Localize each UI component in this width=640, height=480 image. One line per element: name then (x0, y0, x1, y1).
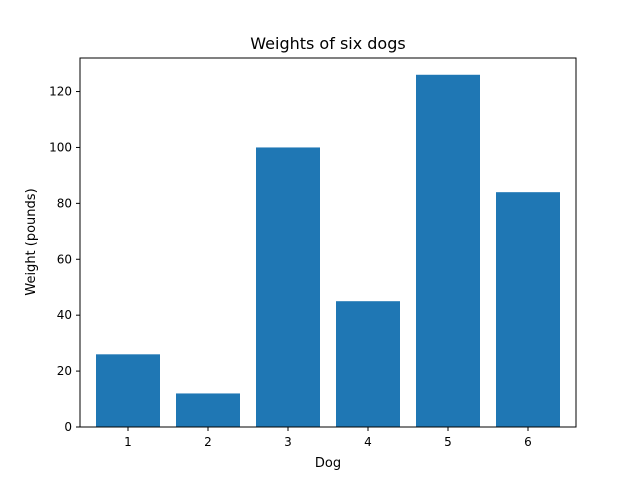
plot-frame (79, 57, 577, 428)
y-tick-label: 120 (49, 85, 72, 99)
bar-dog-1 (96, 354, 160, 427)
y-axis-ticks: 0 20 40 60 80 100 120 (49, 85, 80, 434)
y-tick-label: 100 (49, 140, 72, 154)
y-tick-label: 0 (64, 420, 72, 434)
y-tick-label: 80 (57, 196, 72, 210)
bar-dog-6 (496, 192, 560, 427)
x-axis-label: Dog (315, 456, 341, 471)
x-tick-label: 2 (204, 435, 212, 449)
bar-group (96, 74, 560, 428)
bar-dog-2 (176, 393, 240, 427)
x-axis-ticks: 1 2 3 4 5 6 (124, 427, 532, 449)
y-tick-label: 60 (57, 252, 72, 266)
x-tick-label: 1 (124, 435, 132, 449)
x-tick-label: 6 (524, 435, 532, 449)
x-tick-label: 5 (444, 435, 452, 449)
bar-dog-5 (416, 74, 480, 428)
bar-dog-3 (256, 147, 320, 427)
y-tick-label: 40 (57, 308, 72, 322)
y-axis-label: Weight (pounds) (24, 188, 39, 295)
bar-dog-4 (336, 301, 400, 427)
x-tick-label: 4 (364, 435, 372, 449)
chart-title: Weights of six dogs (250, 34, 405, 53)
y-tick-label: 20 (57, 364, 72, 378)
x-tick-label: 3 (284, 435, 292, 449)
